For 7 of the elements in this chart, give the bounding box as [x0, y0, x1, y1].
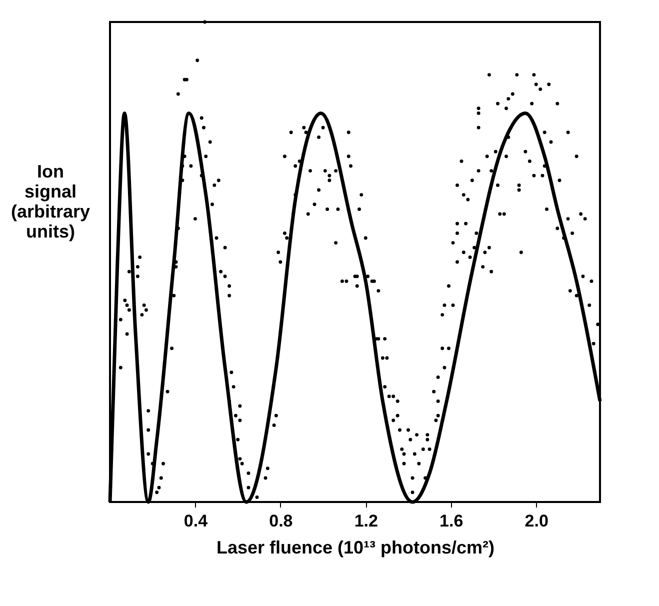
x-tick-label: 1.6	[440, 512, 464, 530]
x-tick-label: 0.4	[184, 512, 208, 530]
x-axis-title: Laser fluence (10¹³ photons/cm²)	[216, 538, 495, 558]
x-tick-label: 1.2	[354, 512, 378, 530]
x-tick-label: 0.8	[269, 512, 293, 530]
y-axis-title: Ion signal (arbitrary units)	[10, 162, 90, 242]
x-tick-label: 2.0	[524, 512, 548, 530]
